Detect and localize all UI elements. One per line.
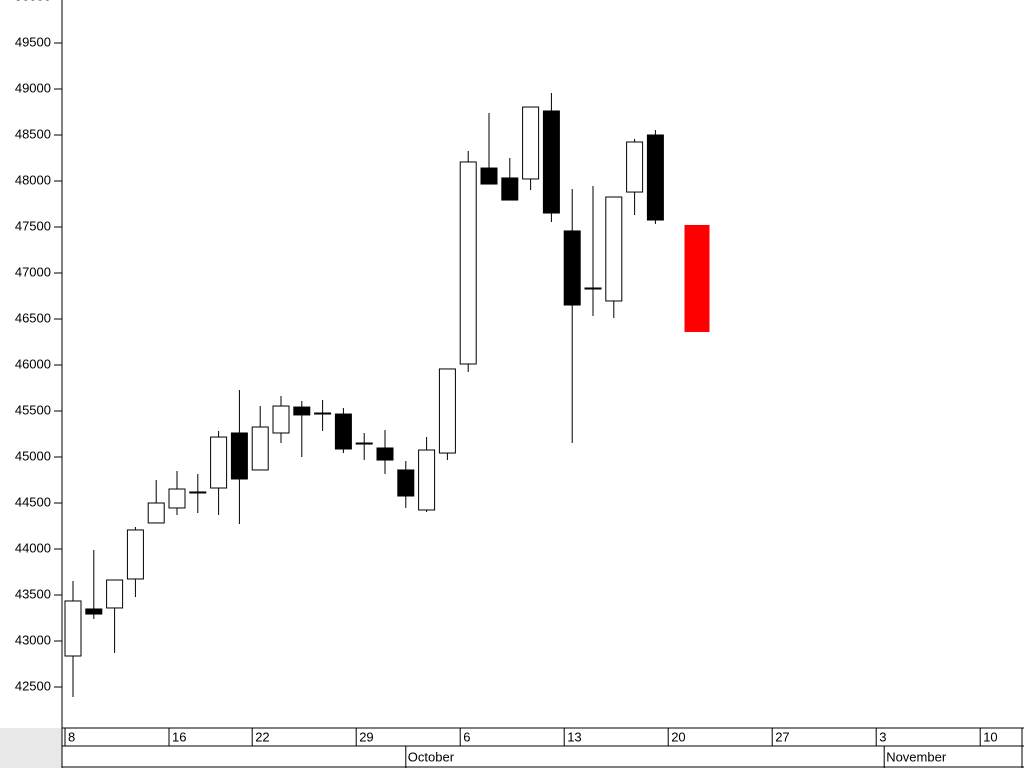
candle-body [376,447,394,461]
candle-body [272,405,290,434]
candle-body [646,134,664,221]
candle-body [230,432,248,480]
candle-body [522,106,540,180]
candle-body [459,161,477,365]
x-tick-label: 6 [463,729,470,744]
candle-body [501,177,519,201]
x-tick-label: 20 [671,729,685,744]
y-tick-label: 49000 [15,80,51,95]
x-tick-label: 22 [255,729,269,744]
y-tick-label: 48500 [15,126,51,141]
month-label: November [886,749,947,764]
y-tick-label: 45000 [15,448,51,463]
candle-body [355,442,373,445]
candle-body [147,502,165,524]
candle-body [397,469,415,497]
x-tick-label: 3 [879,729,886,744]
y-tick-label: 44000 [15,540,51,555]
candle-body [251,426,269,471]
y-tick-label: 50000 [15,0,51,3]
candle-body [189,491,207,494]
x-tick-label: 13 [567,729,581,744]
candle-body [293,406,311,416]
y-tick-label: 45500 [15,402,51,417]
y-tick-label: 47500 [15,218,51,233]
candle-body [85,608,103,615]
y-tick-label: 48000 [15,172,51,187]
x-tick-label: 8 [68,729,75,744]
axis-corner [0,728,62,768]
x-tick-label: 10 [983,729,997,744]
candle-body [210,436,228,489]
candle-body [563,230,581,306]
candle-body [314,412,332,415]
y-tick-label: 46000 [15,356,51,371]
y-tick-label: 44500 [15,494,51,509]
x-tick-label: 29 [359,729,373,744]
month-label: October [408,749,455,764]
candle-body [334,413,352,450]
y-tick-label: 43500 [15,586,51,601]
candle-body [126,529,144,580]
candle-body [106,579,124,609]
candle-body [418,449,436,511]
range-bar [684,224,710,332]
y-tick-label: 46500 [15,310,51,325]
y-tick-label: 43000 [15,632,51,647]
candle-body [605,196,623,302]
candle-body [438,368,456,454]
x-tick-label: 27 [775,729,789,744]
candle-body [542,110,560,214]
y-tick-label: 49500 [15,34,51,49]
candle-body [626,141,644,193]
candle-body [480,167,498,185]
y-tick-label: 42500 [15,678,51,693]
x-tick-label: 16 [172,729,186,744]
candle-body [168,488,186,509]
y-tick-label: 47000 [15,264,51,279]
candle-body [64,600,82,657]
candle-body [584,287,602,290]
